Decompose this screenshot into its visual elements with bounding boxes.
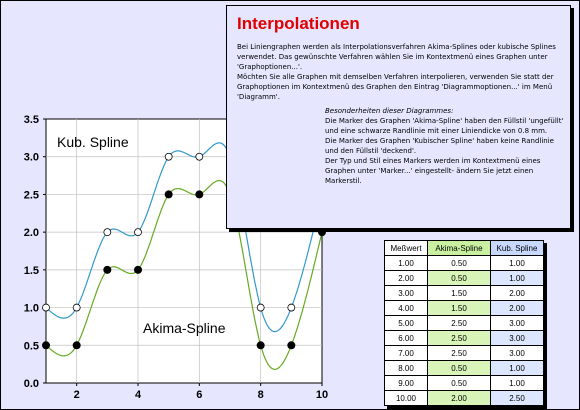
table-cell: 2.00 [490, 300, 544, 316]
y-tick-label: 3.5 [24, 114, 39, 126]
info-note: Die Marker des Graphen 'Akima-Spline' ha… [325, 117, 564, 135]
x-tick-label: 10 [316, 389, 328, 401]
y-tick-label: 0.5 [24, 340, 39, 352]
table-row: 8.00 0.50 1.00 [384, 360, 544, 376]
x-tick-label: 2 [74, 389, 80, 401]
table-cell: 5.00 [384, 315, 428, 331]
x-axis: 2 4 6 8 10 [74, 383, 328, 401]
table-header: Meßwert [384, 240, 428, 256]
table-cell: 3.00 [490, 345, 544, 361]
data-point-filled [318, 228, 326, 237]
table-cell: 3.00 [490, 330, 544, 346]
table-cell: 7.00 [384, 345, 428, 361]
table-row: 9.00 0.50 1.00 [384, 375, 544, 391]
x-tick-label: 6 [196, 389, 202, 401]
data-point-open [103, 228, 112, 237]
y-tick-label: 2.5 [24, 189, 39, 201]
data-point-filled [72, 341, 81, 350]
data-point-open [256, 303, 265, 312]
table-cell: 2.50 [427, 345, 491, 361]
info-paragraph: Bei Liniengraphen werden als Interpolati… [237, 43, 556, 71]
table-row: 6.00 2.50 3.00 [384, 330, 544, 346]
data-point-open [72, 303, 81, 312]
table-cell: 1.00 [490, 270, 544, 286]
y-tick-label: 1.0 [24, 303, 39, 315]
info-panel: Interpolationen Bei Liniengraphen werden… [226, 5, 571, 229]
x-tick-label: 8 [258, 389, 264, 401]
table-cell: 1.00 [490, 375, 544, 391]
info-heading: Besonderheiten dieser Diagrammes: [325, 107, 454, 115]
table-cell: 2.50 [490, 390, 544, 406]
info-note: Die Marker des Graphen 'Kubischer Spline… [325, 137, 554, 155]
y-axis: 0.0 0.5 1.0 1.5 2.0 2.5 3.0 3.5 [24, 114, 46, 390]
y-tick-label: 2.0 [24, 227, 39, 239]
table-cell: 1.50 [427, 285, 491, 301]
table-cell: 2.00 [427, 390, 491, 406]
table-cell: 4.00 [384, 300, 428, 316]
data-point-filled [164, 190, 173, 199]
table-cell: 3.00 [490, 315, 544, 331]
table-row: 5.00 2.50 3.00 [384, 315, 544, 331]
info-body: Bei Liniengraphen werden als Interpolati… [237, 42, 564, 102]
info-title: Interpolationen [237, 14, 360, 33]
table-row: 2.00 0.50 1.00 [384, 270, 544, 286]
data-point-open [134, 228, 142, 237]
table-row: 10.00 2.00 2.50 [384, 390, 544, 406]
data-point-open [287, 303, 296, 312]
y-tick-label: 1.5 [24, 265, 39, 277]
data-point-filled [256, 341, 265, 350]
data-point-open [42, 303, 50, 312]
data-point-filled [287, 341, 296, 350]
series-line [45, 142, 323, 333]
table-cell: 6.00 [384, 330, 428, 346]
series-line [45, 179, 323, 371]
table-cell: 1.00 [384, 255, 428, 271]
annotation-kub-spline: Kub. Spline [57, 134, 129, 150]
table-cell: 2.50 [427, 330, 491, 346]
data-point-open [195, 152, 204, 161]
table-cell: 0.50 [427, 270, 491, 286]
table-row: 1.00 0.50 1.00 [384, 255, 544, 271]
table-cell: 0.50 [427, 255, 491, 271]
table-cell: 10.00 [384, 390, 428, 406]
table-cell: 2.00 [384, 270, 428, 286]
values-table: Meßwert Akima-Spline Kub. Spline 1.00 0.5… [384, 240, 544, 406]
table-row: 3.00 1.50 2.00 [384, 285, 544, 301]
data-point-filled [103, 265, 112, 274]
data-point-filled [134, 265, 142, 274]
table-cell: 9.00 [384, 375, 428, 391]
table-cell: 8.00 [384, 360, 428, 376]
x-tick-label: 4 [135, 389, 142, 401]
table-cell: 2.50 [427, 315, 491, 331]
table-cell: 3.00 [384, 285, 428, 301]
table-row: 4.00 1.50 2.00 [384, 300, 544, 316]
table-cell: 0.50 [427, 360, 491, 376]
table-cell: 1.50 [427, 300, 491, 316]
series-lines [45, 142, 323, 371]
y-tick-label: 0.0 [24, 378, 39, 390]
data-point-filled [42, 341, 50, 350]
table-cell: 1.00 [490, 360, 544, 376]
info-paragraph: Möchten Sie alle Graphen mit demselben V… [237, 73, 554, 101]
info-note: Der Typ und Stil eines Markers werden im… [325, 157, 541, 185]
y-tick-label: 3.0 [24, 152, 39, 164]
data-point-filled [195, 190, 204, 199]
table-cell: 1.00 [490, 255, 544, 271]
annotation-akima-spline: Akima-Spline [143, 320, 226, 336]
table-header-row: Meßwert Akima-Spline Kub. Spline [384, 240, 544, 256]
table-cell: 0.50 [427, 375, 491, 391]
table-cell: 2.00 [490, 285, 544, 301]
table-row: 7.00 2.50 3.00 [384, 345, 544, 361]
table-header: Kub. Spline [490, 240, 544, 256]
data-point-open [164, 152, 173, 161]
table-header: Akima-Spline [427, 240, 491, 256]
